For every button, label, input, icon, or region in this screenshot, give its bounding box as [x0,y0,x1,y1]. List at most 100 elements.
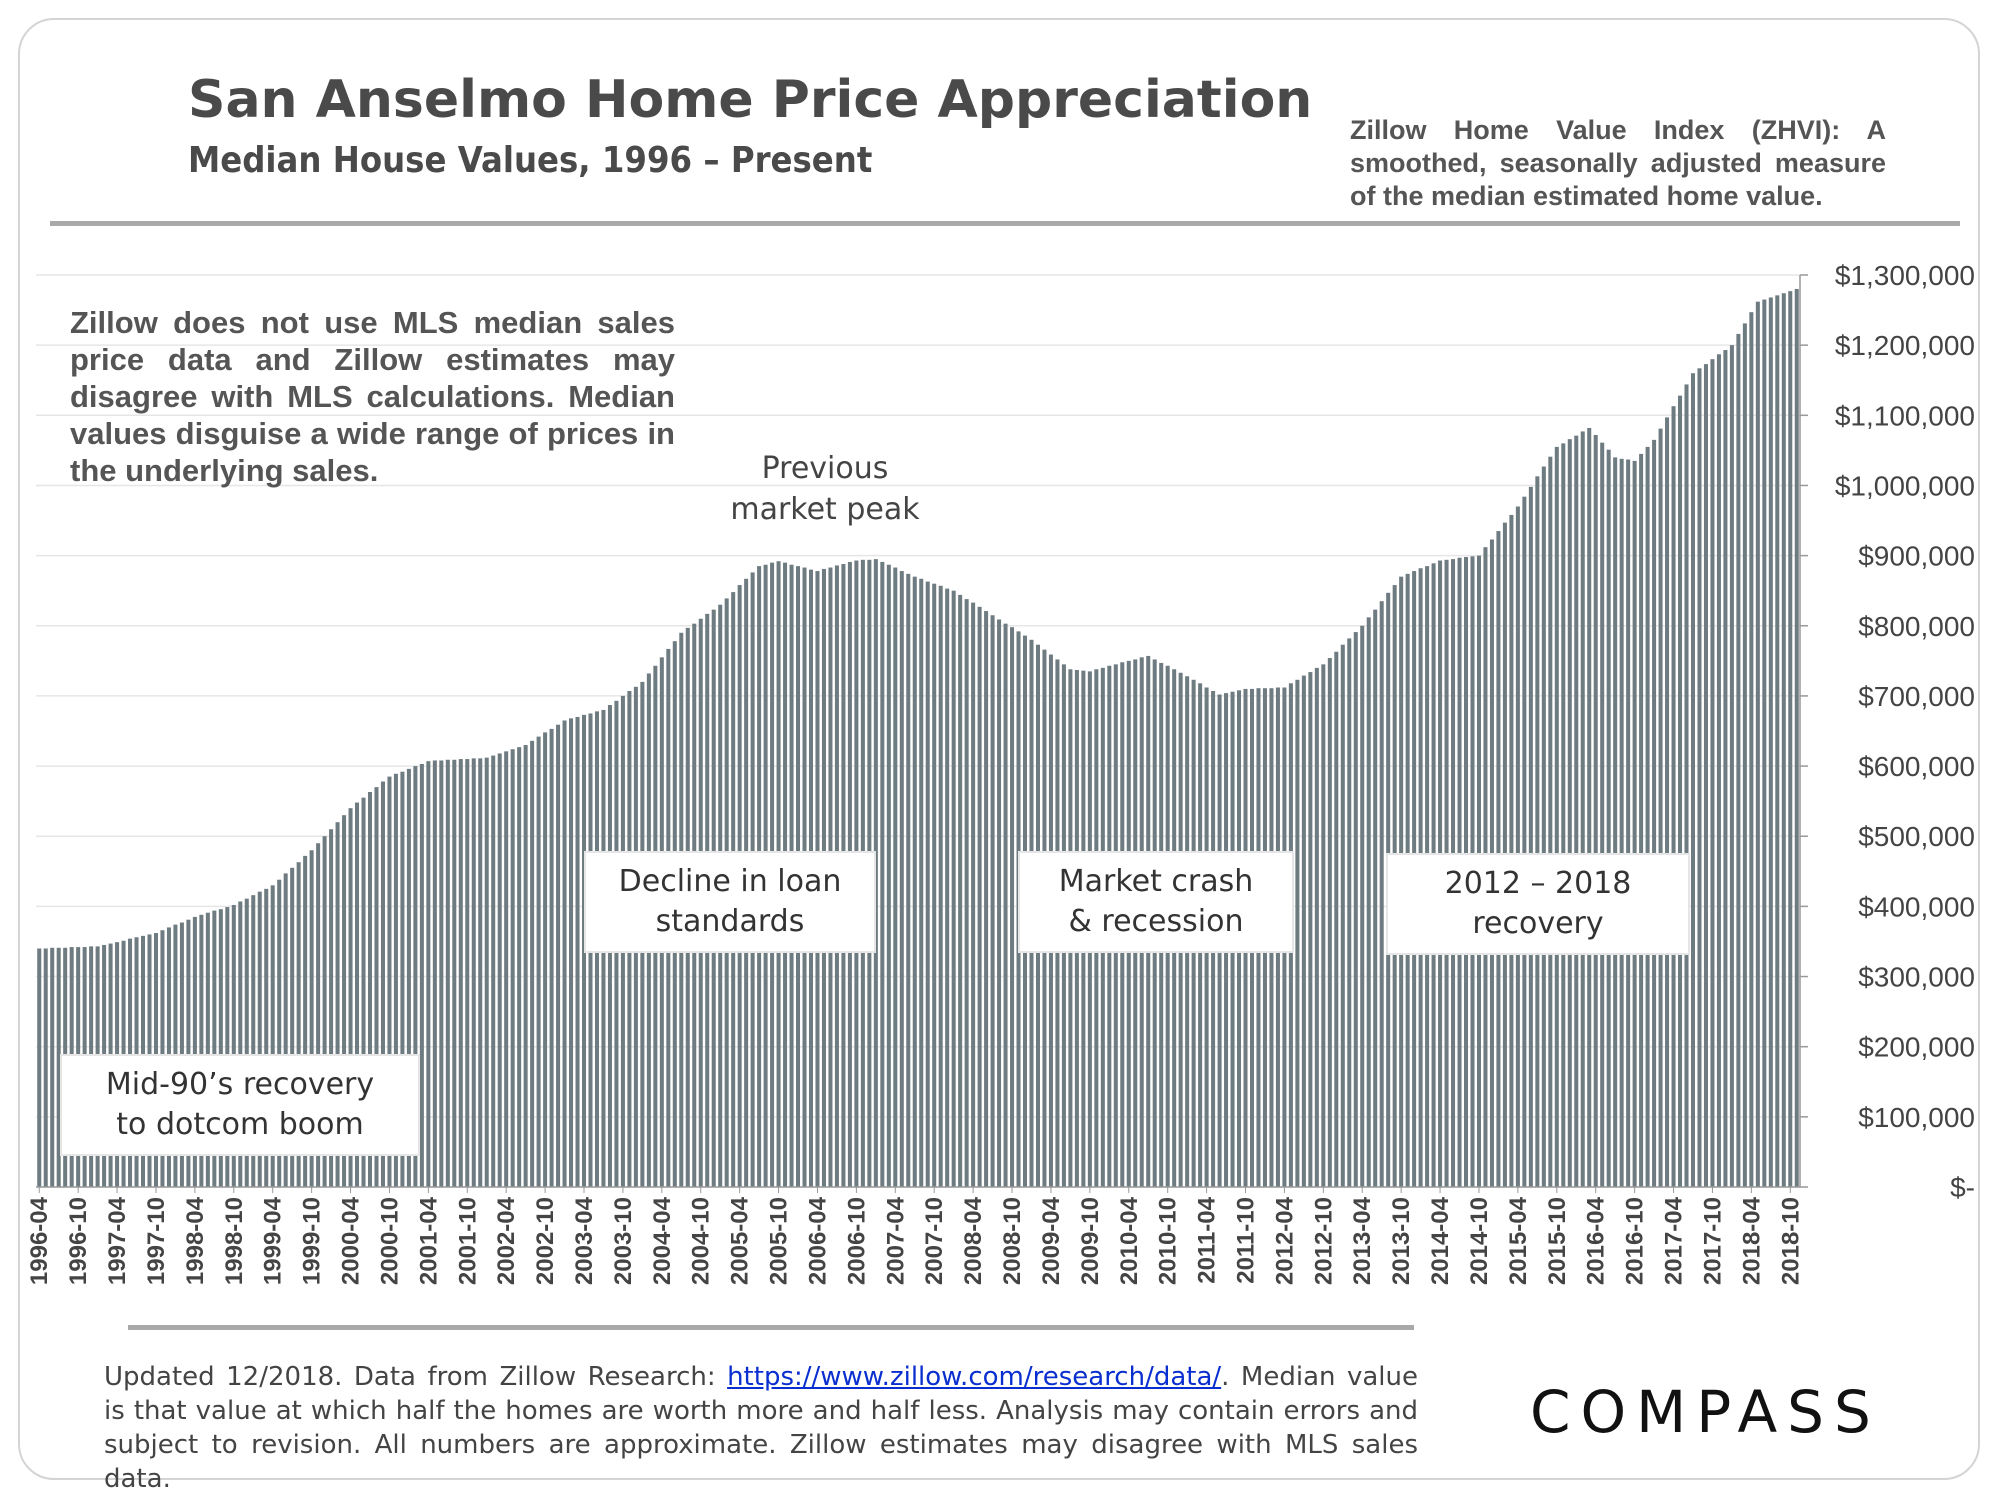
x-tick-label: 2016-10 [1622,1197,1649,1285]
x-tick-label: 2009-10 [1077,1197,1104,1285]
bar [270,885,275,1187]
bar [355,802,360,1187]
callout-recovery-line2: recovery [1472,906,1604,941]
y-tick-label: $700,000 [1858,681,1975,712]
bar [1340,644,1345,1187]
bar [1645,446,1650,1187]
bar [445,759,450,1187]
bar [1295,679,1300,1187]
bar [1794,289,1799,1187]
bar [1762,299,1767,1187]
bar [1509,514,1514,1187]
bar [491,755,496,1187]
x-tick-label: 2004-10 [688,1197,715,1285]
bar [1321,664,1326,1187]
x-tick-label: 2008-10 [999,1197,1026,1285]
bar [1535,476,1540,1188]
callout-dotcom-line1: Mid-90’s recovery [105,1067,375,1102]
bar [186,919,191,1187]
bar [1768,297,1773,1187]
x-tick-label: 2018-04 [1738,1196,1765,1285]
x-tick-label: 1996-04 [26,1196,53,1285]
bar [400,771,405,1187]
bar [1366,617,1371,1187]
bar [990,615,995,1187]
bar [1697,368,1702,1187]
x-tick-label: 2011-04 [1194,1196,1221,1283]
bar [1742,323,1747,1187]
callout-loan-line2: standards [655,904,805,939]
x-tick-label: 2014-10 [1466,1197,1493,1285]
footer-text-before: Updated 12/2018. Data from Zillow Resear… [104,1362,728,1392]
x-tick-label: 2009-04 [1038,1196,1065,1285]
x-tick-label: 2007-10 [921,1197,948,1285]
bar [977,606,982,1187]
bar [504,751,509,1187]
bar [886,564,891,1187]
x-tick-label: 1998-10 [221,1197,248,1285]
bar [1554,446,1559,1187]
bar [244,898,249,1187]
callout-crash-line1: Market crash [1058,864,1254,899]
x-tick-label: 2010-04 [1116,1196,1143,1285]
bar [1314,667,1319,1187]
bar [342,815,347,1187]
bar [569,718,574,1187]
bar [458,759,463,1187]
bar [218,909,223,1187]
bar [1580,431,1585,1187]
bar [290,867,295,1187]
bar [277,879,282,1187]
bar [1788,291,1793,1187]
bar [1619,458,1624,1187]
bar [1301,675,1306,1187]
bar [1003,623,1008,1187]
bar [199,914,204,1187]
compass-logo: COMPASS [1530,1378,1881,1446]
bar [1548,456,1553,1187]
bar [50,947,55,1187]
callout-dotcom-line2: to dotcom boom [116,1107,364,1142]
x-tick-label: 2015-10 [1544,1197,1571,1285]
chart-title: San Anselmo Home Price Appreciation [188,70,1313,130]
bar [1716,354,1721,1187]
callout-recovery-line1: 2012 – 2018 [1444,866,1632,901]
bar [510,749,515,1187]
bar [192,916,197,1187]
x-tick-label: 2012-10 [1310,1197,1337,1285]
x-tick-label: 2013-10 [1388,1197,1415,1285]
x-tick-label: 2011-10 [1233,1197,1260,1284]
bar [465,759,470,1187]
bar [1690,373,1695,1188]
callout-dotcom-boom: Mid-90’s recovery to dotcom boom [60,1054,420,1156]
bar [1606,449,1611,1187]
bar [257,891,262,1187]
y-tick-label: $500,000 [1858,821,1975,852]
bar [231,904,236,1187]
bar [367,792,372,1187]
callout-loan-line1: Decline in loan [618,864,842,899]
y-tick-label: $200,000 [1858,1032,1975,1063]
x-tick-label: 2005-10 [766,1197,793,1285]
bar [1658,428,1663,1187]
bar [335,822,340,1187]
zhvi-definition: Zillow Home Value Index (ZHVI): A smooth… [1350,115,1886,211]
bar [893,567,898,1187]
bar [1755,301,1760,1187]
bar [951,590,956,1187]
bar [536,736,541,1187]
x-tick-label: 2004-04 [649,1196,676,1285]
bar [964,599,969,1187]
bar [264,888,269,1187]
x-tick-label: 2016-04 [1583,1196,1610,1285]
bar [205,912,210,1187]
x-tick-label: 2002-10 [532,1197,559,1285]
x-tick-label: 2007-04 [882,1196,909,1285]
x-tick-label: 2018-10 [1777,1197,1804,1285]
x-tick-label: 2015-04 [1505,1196,1532,1285]
bar [1723,350,1728,1187]
zillow-research-link[interactable]: https://www.zillow.com/research/data/ [727,1362,1222,1392]
bar [387,776,392,1187]
bar [1379,601,1384,1187]
bar [549,728,554,1187]
